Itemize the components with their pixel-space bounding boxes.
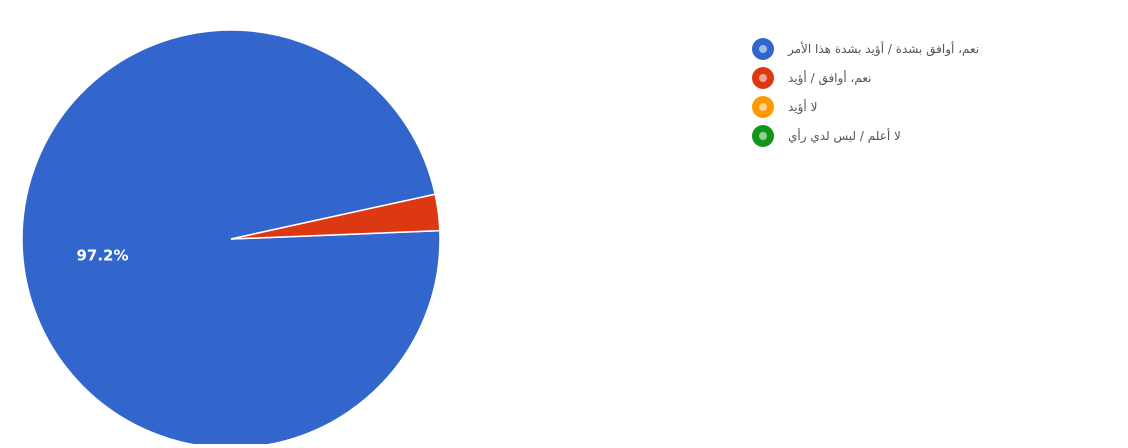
legend-swatch-1	[752, 66, 774, 89]
legend-item-0: نعم، أوافق بشدة / أؤيد بشدة هذا الأمر	[752, 34, 1128, 63]
legend-label-3: لا أعلم / ليس لدي رأي	[788, 128, 901, 143]
pie-slice-1	[230, 193, 441, 240]
legend-item-2: لا أؤيد	[752, 92, 1128, 121]
chart-legend: نعم، أوافق بشدة / أؤيد بشدة هذا الأمر نعم…	[752, 34, 1128, 150]
legend-swatch-2	[752, 95, 774, 118]
legend-swatch-3	[752, 124, 774, 147]
legend-label-0: نعم، أوافق بشدة / أؤيد بشدة هذا الأمر	[788, 41, 980, 56]
legend-item-3: لا أعلم / ليس لدي رأي	[752, 121, 1128, 150]
pie-slice-label-0: 97.2%	[76, 247, 128, 265]
legend-item-1: نعم، أوافق / أؤيد	[752, 63, 1128, 92]
legend-swatch-0	[752, 37, 774, 60]
legend-label-2: لا أؤيد	[788, 99, 818, 114]
pie-slice-0	[21, 29, 441, 448]
legend-label-1: نعم، أوافق / أؤيد	[788, 70, 872, 85]
